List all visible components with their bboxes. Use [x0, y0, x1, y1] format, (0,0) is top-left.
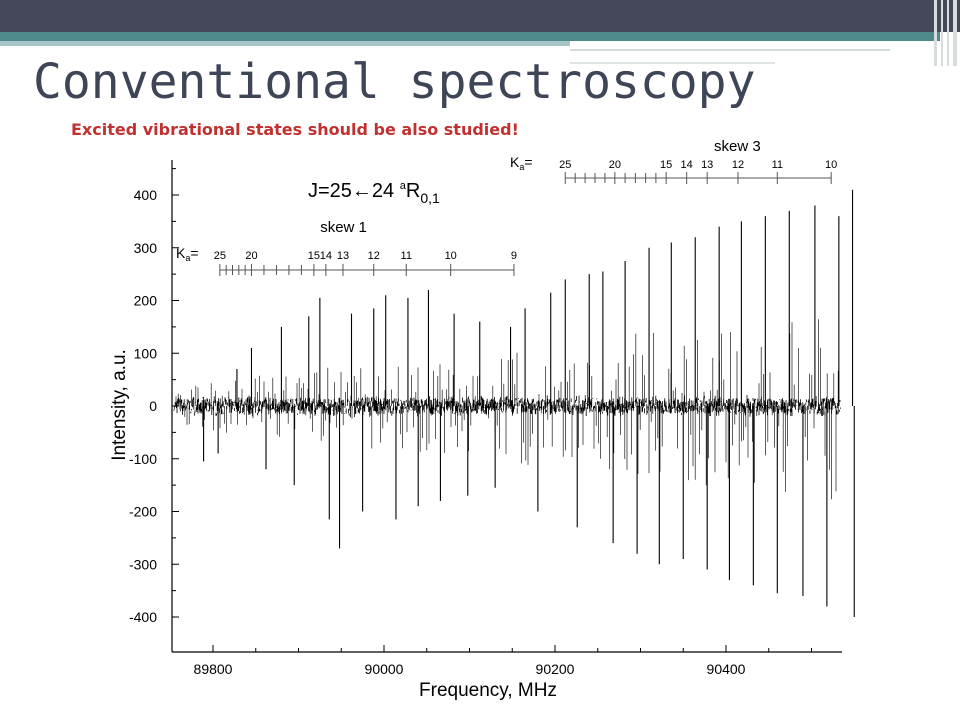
y-tick-label: 100: [134, 345, 158, 361]
ka-label: Ka=: [176, 245, 199, 263]
skew-tick-label: 20: [609, 159, 621, 171]
skew-tick-label: 12: [368, 250, 380, 262]
x-tick-label: 90400: [707, 661, 746, 677]
transition-label: J=25←24 aR0,1: [308, 180, 440, 206]
skew-name: skew 3: [714, 138, 761, 155]
decor-line: [570, 62, 775, 64]
accent-stripe-light: [0, 41, 570, 46]
spectrum-noise-band: [173, 319, 841, 500]
y-axis-label: Intensity, a.u.: [109, 349, 130, 461]
y-tick-label: 0: [149, 398, 157, 414]
skew-tick-label: 13: [337, 250, 349, 262]
axis-ticks: 400 300 200 100 0 -100 -200 -300 -400 89800 90000 9…: [129, 168, 812, 677]
skew-tick-label: 20: [245, 250, 257, 262]
y-tick-label: -100: [129, 451, 157, 467]
slide-title: Conventional spectroscopy: [33, 54, 756, 110]
skew-tick-label: 10: [445, 250, 457, 262]
x-tick-label: 90000: [365, 661, 404, 677]
y-tick-label: -300: [129, 556, 157, 572]
skew-tick-label: 15: [308, 250, 320, 262]
x-tick-label: 90200: [536, 661, 575, 677]
header-bar: [0, 0, 960, 32]
skew-tick-label: 14: [320, 250, 332, 262]
slide-subtitle: Excited vibrational states should be als…: [71, 120, 519, 139]
skew-tick-label: 11: [401, 250, 412, 262]
skew-tick-label: 14: [681, 159, 693, 171]
spectrum-peaks: [203, 189, 855, 617]
accent-stripe: [0, 32, 940, 41]
decor-line: [570, 49, 890, 51]
x-axis-label: Frequency, MHz: [419, 680, 557, 701]
noise-trace: [173, 395, 841, 418]
y-tick-label: -200: [129, 504, 157, 520]
ka-label: Ka=: [510, 154, 533, 172]
skew-tick-label: 25: [559, 159, 571, 171]
x-tick-label: 89800: [194, 661, 233, 677]
skew-tick-label: 9: [511, 250, 517, 262]
skew-tick-label: 10: [825, 159, 837, 171]
y-tick-label: 300: [134, 240, 158, 256]
y-tick-label: 200: [134, 293, 158, 309]
skew-tick-label: 15: [660, 159, 672, 171]
y-tick-label: 400: [134, 187, 158, 203]
skew-name: skew 1: [320, 219, 367, 236]
y-tick-label: -400: [129, 609, 157, 625]
skew-tick-label: 13: [701, 159, 713, 171]
corner-stripes: [932, 0, 960, 66]
skew-tick-label: 25: [214, 250, 226, 262]
skew-tick-label: 11: [772, 159, 783, 171]
skew-tick-label: 12: [732, 159, 744, 171]
